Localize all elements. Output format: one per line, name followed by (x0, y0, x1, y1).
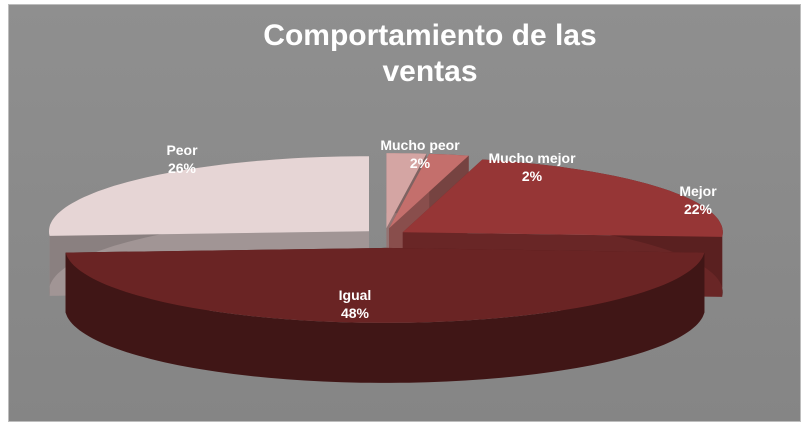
data-label-value: 26% (168, 160, 197, 176)
data-label-name: Mucho mejor (488, 150, 576, 166)
chart-title: Comportamiento de las ventas (263, 19, 597, 88)
slice (49, 156, 369, 236)
data-label-name: Mucho peor (380, 137, 460, 153)
data-label-name: Peor (166, 142, 198, 158)
data-label-value: 2% (522, 168, 543, 184)
data-label-name: Igual (339, 287, 372, 303)
slice (65, 247, 705, 383)
slice (386, 153, 427, 229)
slice (402, 159, 723, 237)
data-label-value: 2% (410, 155, 431, 171)
data-label-value: 48% (341, 305, 370, 321)
slice (65, 247, 705, 323)
slice (389, 153, 469, 229)
data-label-value: 22% (684, 201, 713, 217)
data-label-name: Mejor (679, 183, 717, 199)
slice-wall (65, 252, 705, 383)
